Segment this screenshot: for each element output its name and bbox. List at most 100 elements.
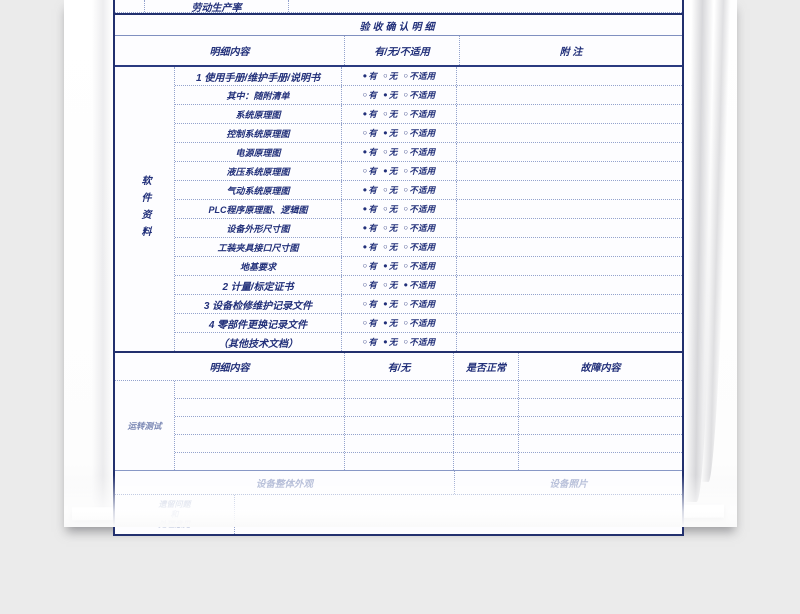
radio-option: ○有 (362, 261, 378, 271)
radio-option: ○有 (362, 337, 378, 347)
radio-selected-icon: ● (383, 90, 388, 99)
radio-group: ○有 ○无 ●不适用 (342, 276, 457, 294)
section2-header-row: 明细内容 有/无 是否正常 故障内容 (115, 351, 682, 380)
radio-unselected-icon: ○ (383, 109, 388, 118)
note-cell (457, 143, 682, 161)
radio-option: ●无 (383, 166, 398, 176)
radio-option: ○有 (362, 128, 378, 138)
radio-option: ●有 (362, 242, 378, 252)
radio-option: ○不适用 (403, 109, 436, 119)
radio-unselected-icon: ○ (403, 242, 409, 251)
top-row-value-cell (289, 0, 682, 12)
note-cell (457, 295, 682, 313)
radio-option: ●有 (362, 223, 378, 233)
empty-cell (345, 417, 454, 434)
issues-line-1: 遗留问题 (158, 499, 191, 509)
empty-cell (519, 381, 682, 398)
radio-option: ○不适用 (403, 242, 436, 252)
radio-unselected-icon: ○ (362, 166, 368, 175)
row-label: 液压系统原理图 (175, 162, 342, 180)
empty-cell (175, 399, 345, 416)
empty-cell (454, 435, 519, 452)
radio-option: ●有 (362, 71, 378, 81)
radio-option: ○不适用 (403, 318, 436, 328)
header2-normal: 是否正常 (454, 353, 519, 380)
radio-group: ●有 ○无 ○不适用 (342, 219, 457, 237)
radio-option: ○有 (362, 280, 378, 290)
radio-option: ●有 (362, 147, 378, 157)
empty-cell (175, 435, 345, 452)
radio-option: ●无 (383, 90, 398, 100)
header-note: 附 注 (559, 47, 583, 58)
checklist-rows: 1 使用手册/维护手册/说明书 ●有 ○无 ○不适用 其中：随附清单 ○有 ●无 ○不适用 系统… (175, 67, 682, 351)
radio-selected-icon: ● (362, 204, 368, 213)
radio-option: ○有 (362, 166, 378, 176)
radio-option: ○不适用 (403, 90, 436, 100)
empty-cell (519, 399, 682, 416)
note-cell (457, 105, 682, 123)
radio-option: ○有 (362, 90, 378, 100)
radio-option: ●有 (362, 185, 378, 195)
radio-option: ○无 (383, 280, 398, 290)
radio-unselected-icon: ○ (403, 166, 409, 175)
radio-selected-icon: ● (362, 71, 368, 80)
row-label: 气动系统原理图 (175, 181, 342, 199)
header-content: 明细内容 (115, 36, 345, 65)
page-edge-back-1 (684, 0, 714, 503)
radio-unselected-icon: ○ (403, 223, 409, 232)
row-label: 控制系统原理图 (175, 124, 342, 142)
radio-unselected-icon: ○ (383, 147, 388, 156)
radio-group: ●有 ○无 ○不适用 (342, 181, 457, 199)
radio-group: ●有 ○无 ○不适用 (342, 67, 457, 85)
row-label: PLC程序原理图、逻辑图 (175, 200, 342, 218)
radio-unselected-icon: ○ (403, 71, 409, 80)
empty-cell (175, 381, 345, 398)
radio-selected-icon: ● (403, 280, 409, 289)
appearance-photo-row: 设备整体外观 设备照片 (115, 470, 682, 494)
empty-cell (345, 453, 454, 470)
radio-unselected-icon: ○ (362, 261, 368, 270)
empty-cell (345, 435, 454, 452)
row-label: （其他技术文档） (175, 333, 342, 351)
radio-group: ●有 ○无 ○不适用 (342, 238, 457, 256)
empty-cell (345, 399, 454, 416)
header2-content: 明细内容 (115, 353, 345, 380)
header-options: 有/无/不适用 (345, 36, 460, 65)
empty-cell (175, 453, 345, 470)
radio-unselected-icon: ○ (403, 299, 409, 308)
row-label: 地基要求 (175, 257, 342, 275)
radio-unselected-icon: ○ (403, 128, 409, 137)
top-row-label-cell: 劳动生产率 (145, 0, 289, 12)
radio-unselected-icon: ○ (403, 147, 409, 156)
radio-option: ○无 (383, 71, 398, 81)
checklist-row: 3 设备检修维护记录文件 ○有 ●无 ○不适用 (175, 295, 682, 314)
radio-selected-icon: ● (383, 337, 388, 346)
row-label: 设备外形尺寸图 (175, 219, 342, 237)
radio-unselected-icon: ○ (362, 280, 368, 289)
radio-selected-icon: ● (383, 318, 388, 327)
radio-option: ●有 (362, 204, 378, 214)
checklist-row: 2 计量/标定证书 ○有 ○无 ●不适用 (175, 276, 682, 295)
row-label: 系统原理图 (175, 105, 342, 123)
radio-group: ○有 ●无 ○不适用 (342, 162, 457, 180)
radio-unselected-icon: ○ (403, 337, 409, 346)
test-row (175, 417, 682, 435)
radio-group: ○有 ●无 ○不适用 (342, 86, 457, 104)
radio-unselected-icon: ○ (403, 109, 409, 118)
radio-option: ●无 (383, 299, 398, 309)
row-label: 4 零部件更换记录文件 (175, 314, 342, 332)
radio-option: ○不适用 (403, 337, 436, 347)
row-label: 工装夹具接口尺寸图 (175, 238, 342, 256)
radio-unselected-icon: ○ (383, 185, 388, 194)
radio-unselected-icon: ○ (383, 280, 388, 289)
note-cell (457, 276, 682, 294)
radio-selected-icon: ● (383, 166, 388, 175)
radio-unselected-icon: ○ (383, 242, 388, 251)
radio-unselected-icon: ○ (403, 261, 409, 270)
radio-option: ○无 (383, 147, 398, 157)
empty-cell (519, 453, 682, 470)
note-cell (457, 238, 682, 256)
section1-side-label: 软件资料 (139, 175, 150, 243)
radio-group: ○有 ●无 ○不适用 (342, 295, 457, 313)
